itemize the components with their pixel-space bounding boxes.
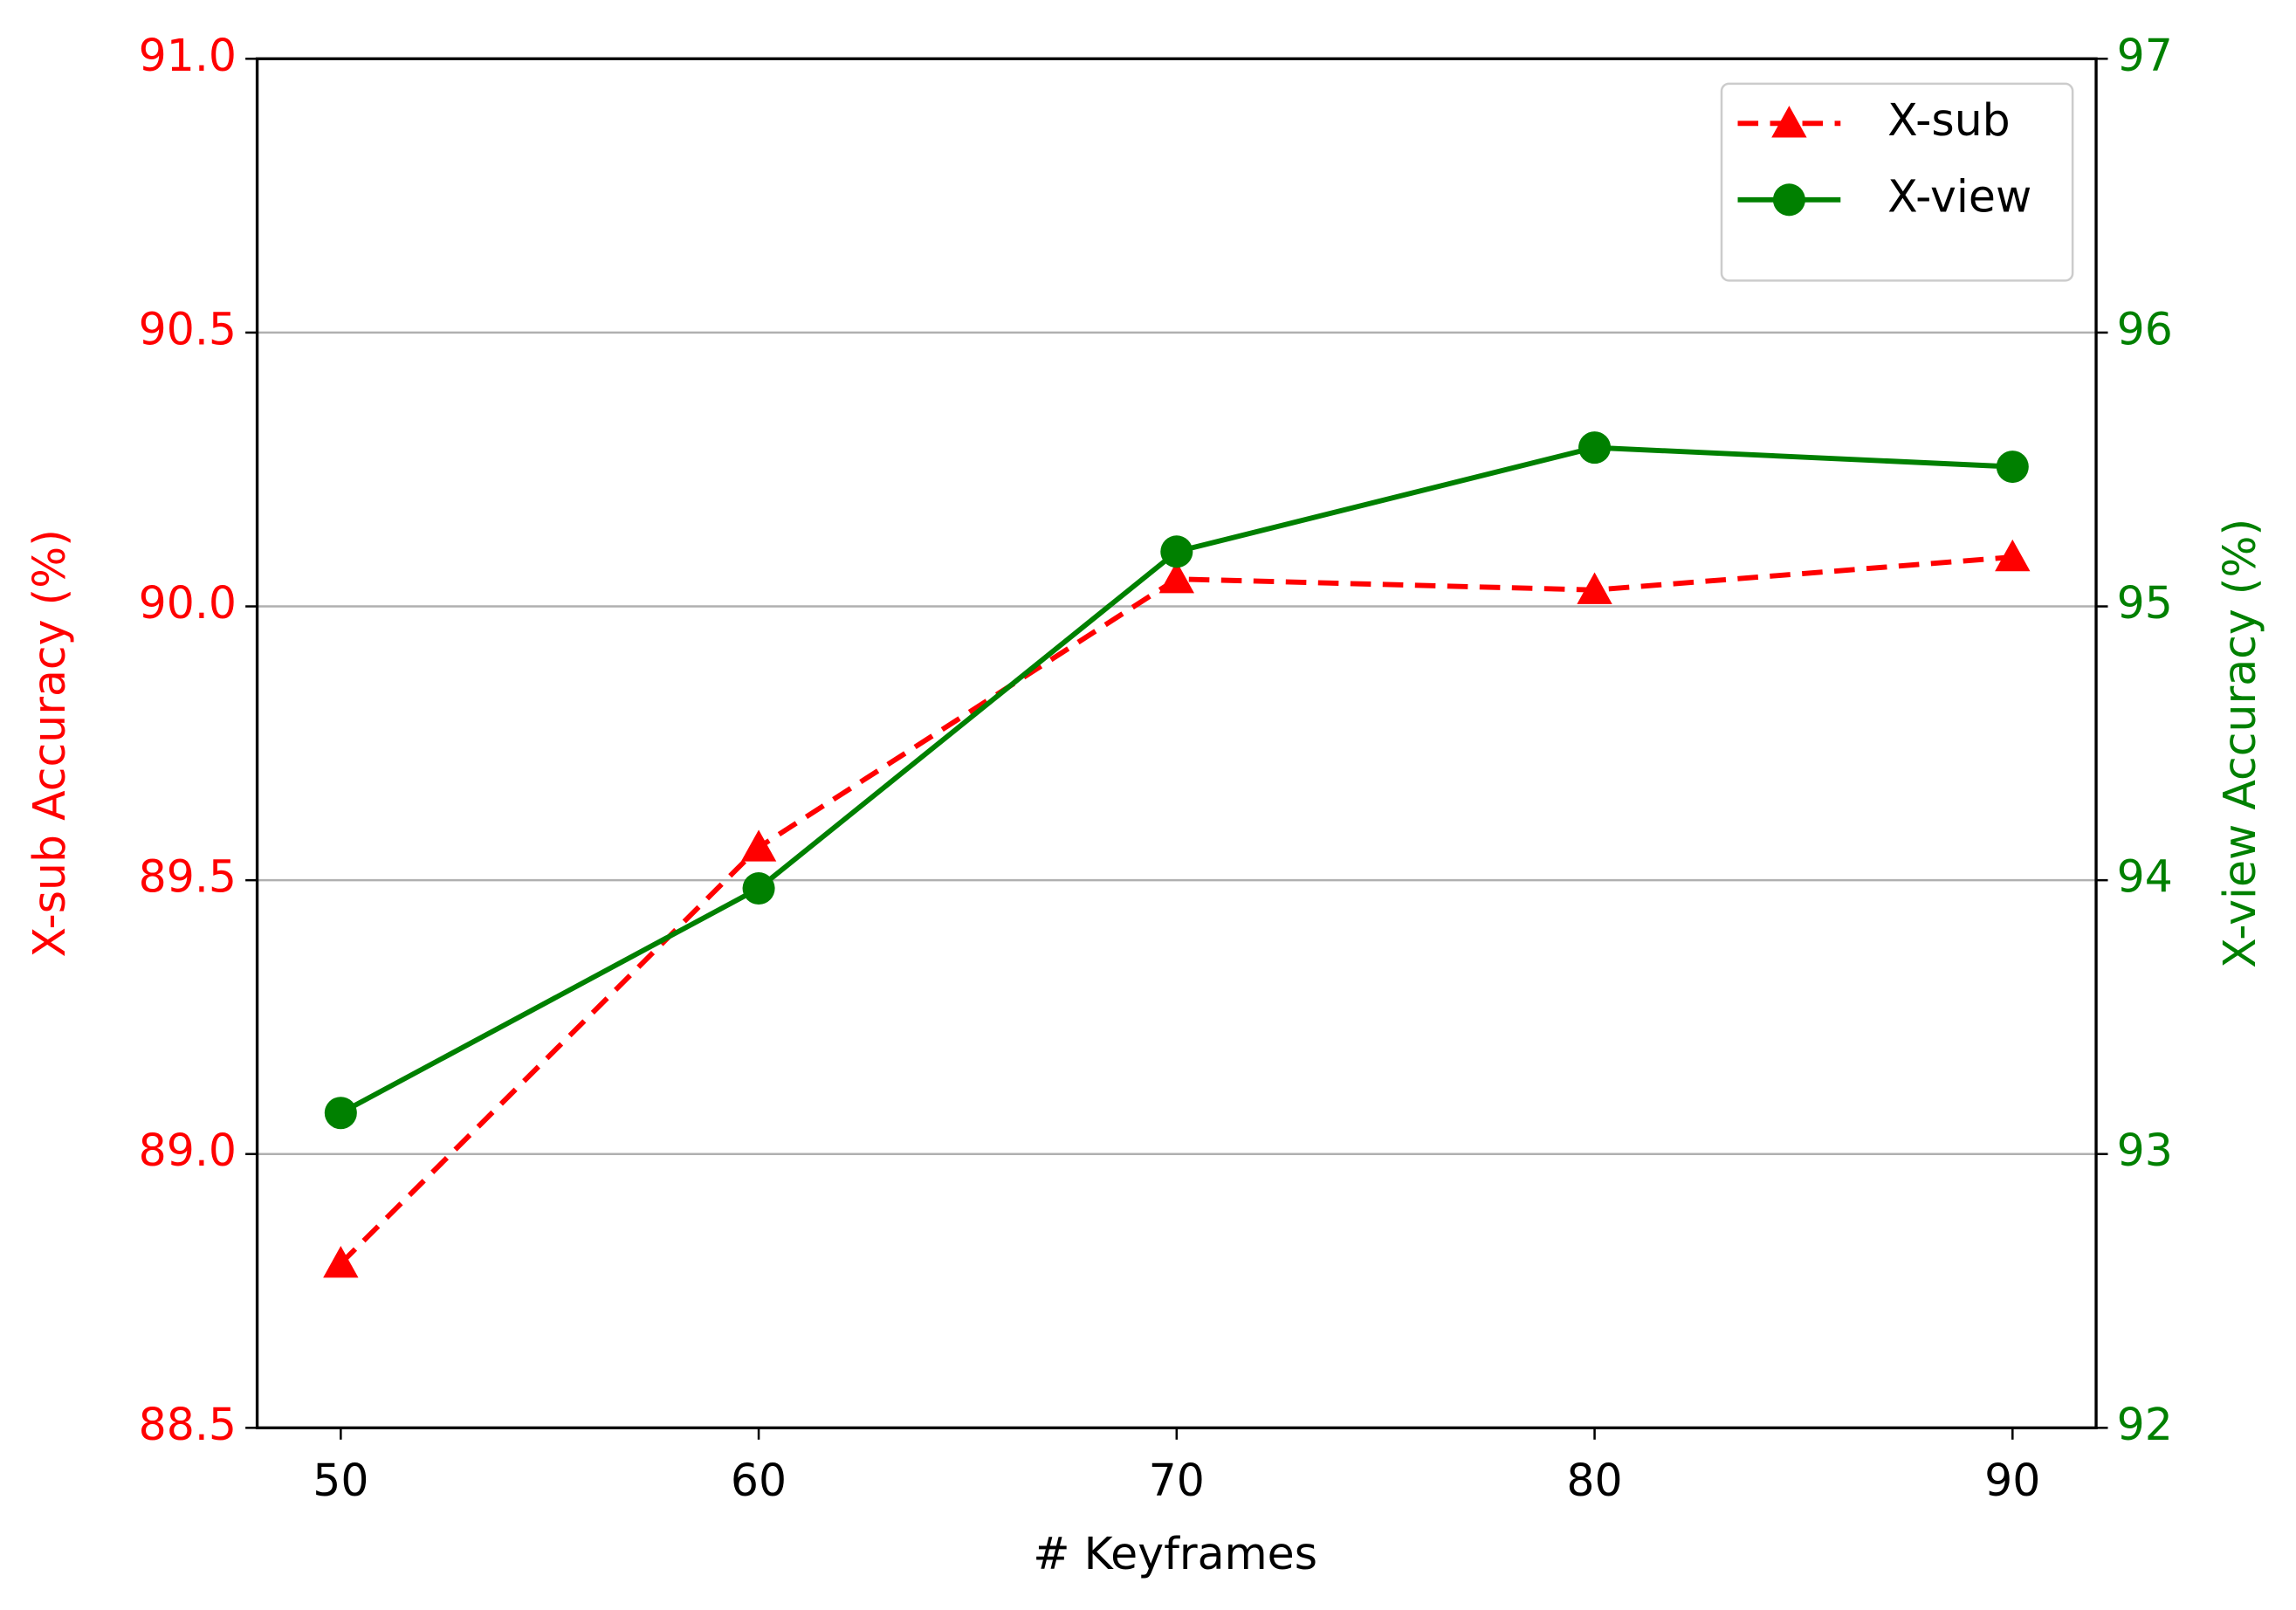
legend-box — [1720, 82, 2074, 282]
marker — [323, 1246, 359, 1278]
marker — [1577, 572, 1612, 604]
y-axis-label: X-sub Accuracy (%) — [24, 529, 75, 957]
y2-tick-label: 95 — [2117, 577, 2173, 629]
y-tick-label: 88.5 — [139, 1399, 237, 1450]
y2-tick-label: 96 — [2117, 303, 2173, 354]
marker — [1158, 561, 1194, 594]
x-tick-label: 70 — [1149, 1455, 1205, 1506]
x-tick-label: 50 — [313, 1455, 368, 1506]
y2-tick-label: 97 — [2117, 30, 2173, 81]
y-tick-label: 89.0 — [139, 1125, 237, 1176]
y2-tick-label: 93 — [2117, 1125, 2173, 1176]
marker — [742, 872, 775, 905]
legend-marker — [1771, 106, 1807, 138]
y-tick-label: 89.5 — [139, 851, 237, 903]
y-tick-label: 90.5 — [139, 303, 237, 354]
marker — [1160, 535, 1193, 568]
y-tick-label: 90.0 — [139, 577, 237, 629]
y2-axis-label: X-view Accuracy (%) — [2214, 519, 2265, 968]
plot-frame — [255, 57, 2098, 1430]
x-tick-label: 60 — [731, 1455, 787, 1506]
marker — [1995, 539, 2031, 572]
legend-label: X-sub — [1887, 94, 2011, 146]
y2-tick-label: 92 — [2117, 1399, 2173, 1450]
x-axis-label: # Keyframes — [1033, 1528, 1317, 1579]
marker — [740, 829, 777, 862]
marker — [1578, 431, 1612, 464]
y2-tick-label: 94 — [2117, 851, 2173, 903]
marker — [324, 1097, 357, 1130]
legend-marker — [1772, 183, 1805, 217]
y-tick-label: 91.0 — [139, 30, 237, 81]
x-tick-label: 80 — [1566, 1455, 1622, 1506]
x-tick-label: 90 — [1984, 1455, 2040, 1506]
series-line — [339, 554, 2013, 1266]
marker — [1996, 451, 2029, 484]
legend-label: X-view — [1887, 170, 2031, 222]
